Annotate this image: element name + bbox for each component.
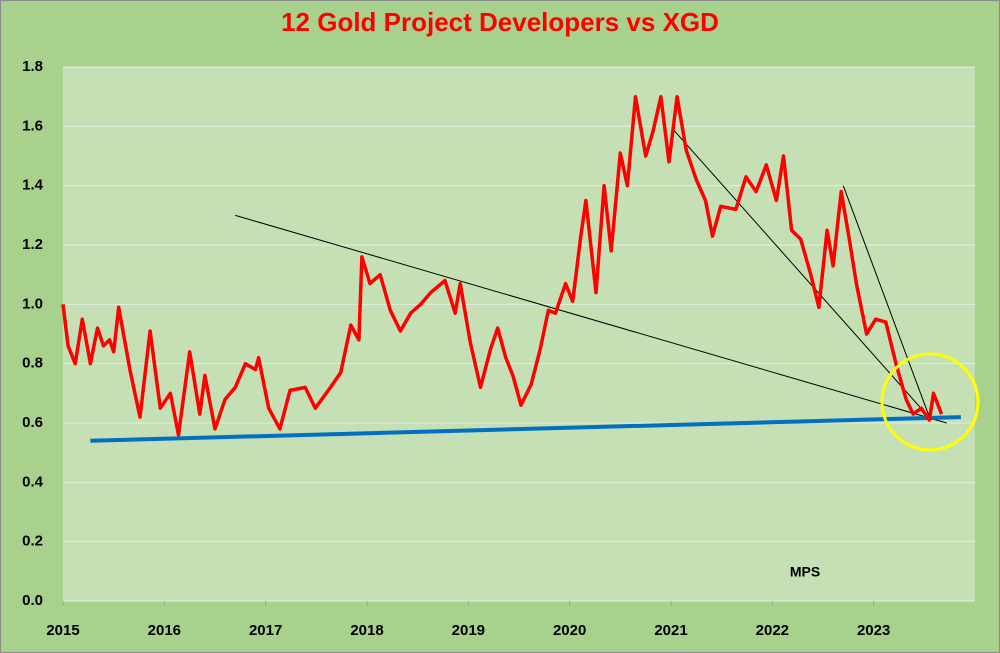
y-tick-label: 0.0 — [22, 592, 43, 609]
x-tick-label: 2018 — [350, 622, 383, 639]
x-tick-label: 2020 — [553, 622, 586, 639]
x-tick-label: 2017 — [249, 622, 282, 639]
trend-line — [672, 128, 932, 421]
x-tick-label: 2023 — [857, 622, 890, 639]
y-tick-label: 0.8 — [22, 355, 43, 372]
x-tick-label: 2021 — [654, 622, 687, 639]
x-tick-label: 2019 — [452, 622, 485, 639]
y-tick-label: 0.2 — [22, 533, 43, 550]
y-tick-label: 1.0 — [22, 295, 43, 312]
trend-line — [842, 185, 930, 418]
x-tick-label: 2015 — [46, 622, 79, 639]
data-line — [61, 94, 944, 437]
plot-area — [63, 67, 975, 601]
y-tick-label: 1.4 — [22, 177, 44, 194]
y-tick-label: 0.4 — [22, 473, 44, 490]
y-tick-label: 1.6 — [22, 117, 43, 134]
y-tick-label: 0.6 — [22, 414, 43, 431]
y-tick-label: 1.2 — [22, 236, 43, 253]
plot: 0.0 0.2 0.4 0.6 0.8 1.0 1.2 1.4 1.6 1.8 2015 2016 20… — [22, 58, 975, 639]
trend-line — [235, 214, 947, 424]
x-tick-label: 2016 — [148, 622, 181, 639]
x-tick-label: 2022 — [756, 622, 789, 639]
trend-line — [90, 415, 961, 443]
y-tick-label: 1.8 — [22, 58, 43, 75]
chart-title: 12 Gold Project Developers vs XGD — [281, 7, 719, 37]
highlight-circle — [880, 352, 980, 452]
annotation: MPS — [790, 564, 820, 580]
